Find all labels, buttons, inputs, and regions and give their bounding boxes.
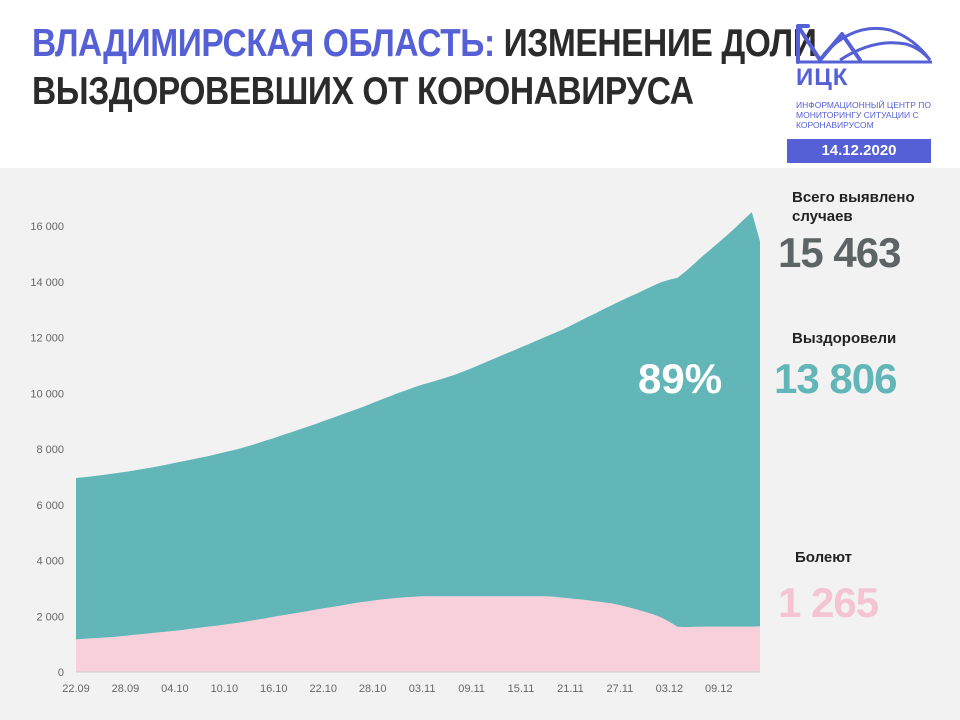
x-tick-label: 28.10 xyxy=(359,683,387,695)
y-tick-label: 2 000 xyxy=(36,611,64,623)
chart-area: 0 2 000 4 000 6 000 8 000 10 000 12 000 14 000 1… xyxy=(0,168,960,720)
area-series-1 xyxy=(76,212,760,640)
header: ВЛАДИМИРСКАЯ ОБЛАСТЬ: ИЗМЕНЕНИЕ ДОЛИ ВЫЗ… xyxy=(0,0,960,168)
y-tick-label: 10 000 xyxy=(30,388,64,400)
date-badge: 14.12.2020 xyxy=(787,139,931,163)
x-tick-label: 03.11 xyxy=(409,683,436,695)
y-tick-label: 8 000 xyxy=(36,444,64,456)
x-tick-label: 04.10 xyxy=(161,683,189,695)
logo-name: ИЦК xyxy=(796,64,849,91)
logo-subtitle: ИНФОРМАЦИОННЫЙ ЦЕНТР ПО МОНИТОРИНГУ СИТУ… xyxy=(796,100,931,130)
title-region: ВЛАДИМИРСКАЯ ОБЛАСТЬ: xyxy=(32,22,495,65)
x-tick-label: 22.09 xyxy=(62,683,90,695)
sick-value: 1 265 xyxy=(778,579,879,626)
area-chart: 0 2 000 4 000 6 000 8 000 10 000 12 000 14 000 1… xyxy=(30,212,760,695)
logo-mountain-icon xyxy=(796,24,932,64)
x-tick-label: 16.10 xyxy=(260,683,288,695)
x-tick-label: 28.09 xyxy=(112,683,140,695)
page-title: ВЛАДИМИРСКАЯ ОБЛАСТЬ: ИЗМЕНЕНИЕ ДОЛИ ВЫЗ… xyxy=(32,20,817,116)
x-tick-label: 15.11 xyxy=(508,683,535,695)
recovered-percent: 89% xyxy=(638,355,723,402)
y-tick-label: 16 000 xyxy=(30,221,64,233)
y-tick-label: 6 000 xyxy=(36,500,64,512)
title-line2: ВЫЗДОРОВЕВШИХ ОТ КОРОНАВИРУСА xyxy=(32,70,694,113)
x-tick-label: 27.11 xyxy=(607,683,634,695)
y-tick-label: 14 000 xyxy=(30,277,64,289)
x-tick-label: 21.11 xyxy=(557,683,584,695)
y-tick-label: 12 000 xyxy=(30,333,64,345)
x-tick-label: 09.12 xyxy=(705,683,733,695)
recovered-value: 13 806 xyxy=(774,355,897,402)
recovered-label: Выздоровели xyxy=(792,330,897,347)
title-line1: ИЗМЕНЕНИЕ ДОЛИ xyxy=(494,22,817,65)
x-tick-label: 22.10 xyxy=(309,683,337,695)
sick-label: Болеют xyxy=(795,549,853,566)
x-tick-label: 09.11 xyxy=(458,683,485,695)
y-tick-label: 0 xyxy=(58,667,64,679)
x-tick-label: 03.12 xyxy=(656,683,684,695)
x-tick-label: 10.10 xyxy=(211,683,239,695)
area-series-0 xyxy=(76,596,760,672)
logo: ИЦК ИНФОРМАЦИОННЫЙ ЦЕНТР ПО МОНИТОРИНГУ … xyxy=(790,20,940,135)
total-cases-label: Всего выявлено случаев xyxy=(792,189,915,225)
y-tick-label: 4 000 xyxy=(36,556,64,568)
total-cases-value: 15 463 xyxy=(778,229,901,276)
